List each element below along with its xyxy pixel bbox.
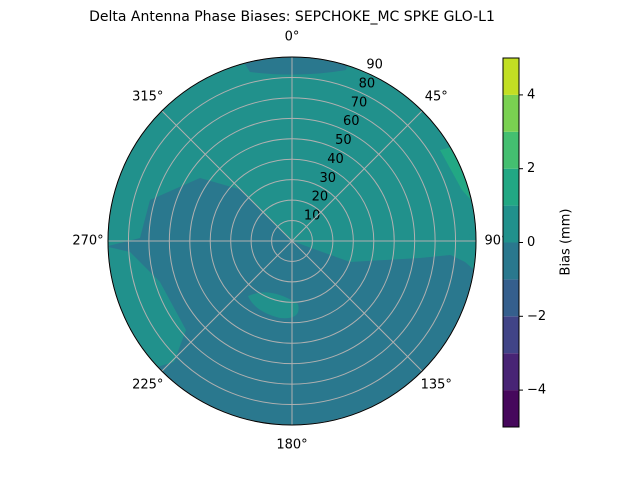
colorbar-band — [503, 58, 519, 95]
grid-spoke — [291, 240, 423, 372]
grid-spoke — [291, 110, 423, 242]
colorbar-tick-label: 0 — [527, 235, 535, 250]
theta-tick-label: 180° — [276, 438, 307, 453]
theta-tick-label: 45° — [425, 89, 448, 104]
contour-region — [248, 292, 299, 319]
polar-frame — [107, 56, 477, 426]
r-tick-label: 40 — [327, 152, 344, 167]
colorbar-label: Bias (mm) — [559, 209, 574, 276]
r-tick-label: 60 — [343, 114, 360, 129]
r-tick-label: 50 — [335, 133, 352, 148]
colorbar-tick-label: 2 — [527, 161, 535, 176]
colorbar-tick-label: −4 — [527, 383, 546, 398]
grid-spoke — [161, 240, 293, 372]
contour-region — [236, 57, 350, 75]
colorbar-band — [503, 205, 519, 243]
r-tick-label: 80 — [359, 76, 376, 91]
colorbar-band — [503, 316, 519, 354]
overlay: 10 20 30 40 50 60 70 80 90 0° 45° 90° 135° 180° 225° 27… — [72, 30, 507, 453]
theta-tick-label: 90° — [484, 234, 507, 249]
theta-tick-label: 315° — [132, 89, 163, 104]
r-tick-label: 70 — [351, 95, 368, 110]
theta-tick-label: 225° — [132, 378, 163, 393]
grid-spoke — [161, 110, 293, 242]
colorbar-band — [503, 242, 519, 280]
r-tick-label: 20 — [312, 190, 329, 205]
theta-tick-label: 0° — [285, 30, 300, 45]
colorbar-band — [503, 168, 519, 206]
chart-title: Delta Antenna Phase Biases: SEPCHOKE_MC … — [89, 9, 495, 25]
colorbar-band — [503, 94, 519, 132]
r-tick-label: 10 — [304, 209, 321, 224]
colorbar-tick-label: −2 — [527, 309, 546, 324]
colorbar-band — [503, 390, 519, 427]
colorbar-band — [503, 279, 519, 317]
r-tick-label: 30 — [319, 171, 336, 186]
colorbar-tick-label: 4 — [527, 87, 535, 102]
theta-tick-label: 270° — [72, 234, 103, 249]
colorbar-band — [503, 353, 519, 391]
theta-tick-label: 135° — [421, 378, 452, 393]
colorbar-band — [503, 131, 519, 169]
r-tick-label: 90 — [366, 58, 383, 73]
